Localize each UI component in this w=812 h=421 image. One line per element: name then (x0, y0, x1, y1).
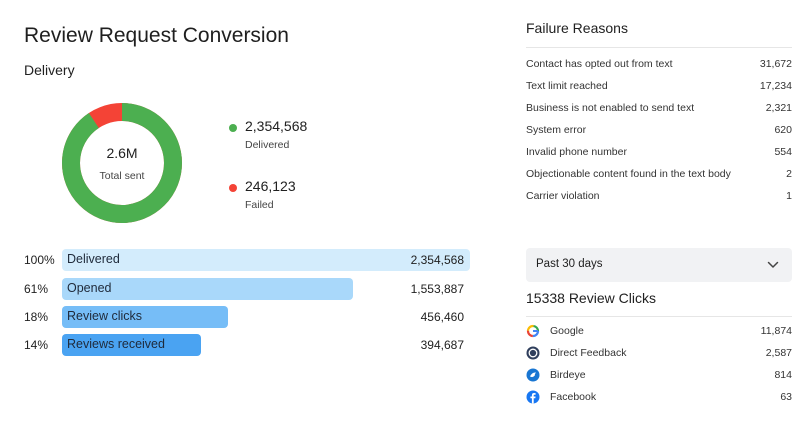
failed-dot (229, 184, 237, 192)
click-source-row-birdeye: Birdeye 814 (526, 367, 792, 385)
funnel-row-delivered: 100% Delivered 2,354,568 (24, 249, 470, 271)
chevron-down-icon (767, 261, 779, 268)
funnel-row-opened: 61% Opened 1,553,887 (24, 278, 470, 300)
failure-reason-label: Invalid phone number (526, 146, 627, 158)
failed-count: 246,123 (245, 178, 296, 194)
click-source-count: 814 (774, 369, 792, 381)
delivered-dot (229, 124, 237, 132)
funnel-value: 394,687 (420, 338, 464, 352)
facebook-icon (526, 390, 540, 404)
click-source-label: Direct Feedback (550, 347, 627, 359)
click-source-label: Facebook (550, 391, 597, 403)
donut-center: 2.6M Total sent (62, 103, 182, 223)
total-sent-caption: Total sent (99, 169, 145, 182)
failure-reason-label: Contact has opted out from text (526, 58, 673, 70)
funnel-label: Reviews received (67, 337, 165, 351)
direct-feedback-icon (526, 346, 540, 360)
funnel-label: Review clicks (67, 309, 143, 323)
click-source-count: 2,587 (765, 347, 792, 359)
click-source-count: 63 (780, 391, 792, 403)
failure-reason-row: System error 620 (526, 124, 792, 140)
failure-reason-label: System error (526, 124, 587, 136)
funnel-percent: 18% (24, 310, 49, 324)
divider (526, 47, 792, 48)
funnel-percent: 61% (24, 282, 49, 296)
failure-reason-label: Objectionable content found in the text … (526, 168, 731, 180)
divider (526, 316, 792, 317)
funnel-row-reviews-received: 14% Reviews received 394,687 (24, 334, 470, 356)
failure-reasons-title: Failure Reasons (526, 20, 628, 36)
failure-reason-label: Carrier violation (526, 190, 600, 202)
failure-reason-count: 2 (786, 168, 792, 180)
click-source-row-google: Google 11,874 (526, 323, 792, 341)
failure-reason-row: Objectionable content found in the text … (526, 168, 792, 184)
funnel-label: Opened (67, 281, 112, 295)
delivered-count: 2,354,568 (245, 118, 308, 134)
total-sent-value: 2.6M (106, 144, 138, 161)
date-range-value: Past 30 days (536, 258, 603, 270)
funnel-bar (62, 334, 201, 356)
funnel-bar (62, 278, 353, 300)
birdeye-icon (526, 368, 540, 382)
failure-reason-row: Contact has opted out from text 31,672 (526, 58, 792, 74)
funnel-bar (62, 306, 228, 328)
delivery-donut-chart (62, 103, 182, 223)
failure-reason-row: Carrier violation 1 (526, 190, 792, 206)
funnel-percent: 100% (24, 253, 55, 267)
failure-reason-count: 554 (774, 146, 792, 158)
funnel-row-review-clicks: 18% Review clicks 456,460 (24, 306, 470, 328)
failure-reason-label: Text limit reached (526, 80, 608, 92)
failure-reason-label: Business is not enabled to send text (526, 102, 695, 114)
funnel-percent: 14% (24, 338, 49, 352)
click-source-row-facebook: Facebook 63 (526, 389, 792, 407)
click-source-row-direct-feedback: Direct Feedback 2,587 (526, 345, 792, 363)
failure-reason-row: Text limit reached 17,234 (526, 80, 792, 96)
failure-reason-count: 2,321 (765, 102, 792, 114)
review-clicks-title: 15338 Review Clicks (526, 290, 656, 306)
failure-reason-count: 1 (786, 190, 792, 202)
delivered-label: Delivered (245, 139, 290, 151)
click-source-label: Birdeye (550, 369, 586, 381)
funnel-value: 1,553,887 (410, 282, 464, 296)
page-title: Review Request Conversion (24, 24, 289, 47)
delivered-slice (62, 103, 182, 223)
funnel-value: 456,460 (420, 310, 464, 324)
failure-reason-count: 620 (774, 124, 792, 136)
google-icon (526, 324, 540, 338)
delivery-section-title: Delivery (24, 62, 75, 78)
funnel-bar (62, 249, 470, 271)
failure-reason-row: Business is not enabled to send text 2,3… (526, 102, 792, 118)
click-source-label: Google (550, 325, 584, 337)
funnel-label: Delivered (67, 252, 120, 266)
funnel-value: 2,354,568 (410, 253, 464, 267)
failure-reason-count: 31,672 (759, 58, 792, 70)
failure-reason-row: Invalid phone number 554 (526, 146, 792, 162)
failed-label: Failed (245, 199, 274, 211)
click-source-count: 11,874 (760, 325, 792, 337)
date-range-dropdown[interactable]: Past 30 days (526, 248, 792, 282)
failure-reason-count: 17,234 (759, 80, 792, 92)
